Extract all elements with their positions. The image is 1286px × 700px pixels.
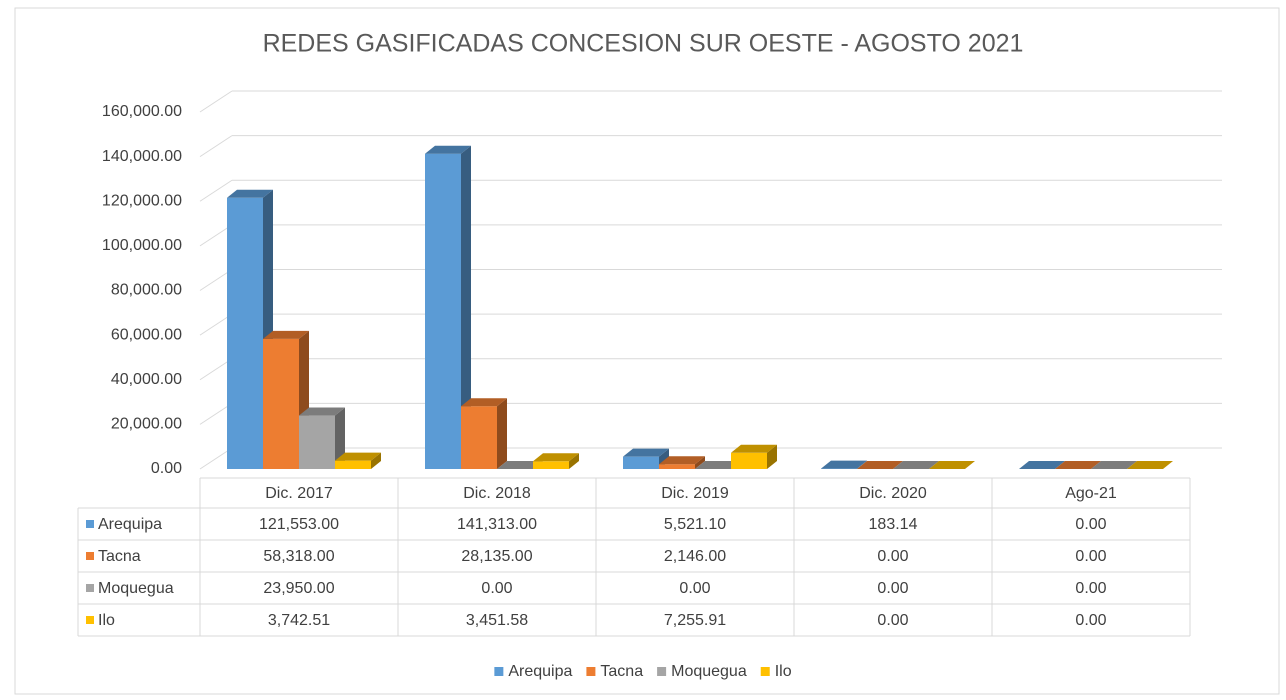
legend-label: Ilo [775,663,792,680]
table-cell: 23,950.00 [263,580,334,597]
table-header: Dic. 2019 [661,485,729,502]
table-row-label: Arequipa [98,516,162,533]
table-cell: 0.00 [1075,548,1106,565]
table-header: Dic. 2017 [265,485,333,502]
bar-front [533,461,569,469]
table-legend-key [86,552,94,560]
table-header: Dic. 2018 [463,485,531,502]
table-cell: 0.00 [877,580,908,597]
table-cell: 0.00 [481,580,512,597]
table-cell: 0.00 [1075,612,1106,629]
table-cell: 0.00 [1075,580,1106,597]
y-tick-label: 140,000.00 [102,148,182,165]
table-cell: 58,318.00 [263,548,334,565]
bar-front [335,461,371,469]
table-cell: 5,521.10 [664,516,726,533]
table-cell: 183.14 [869,516,918,533]
y-tick-label: 80,000.00 [111,282,182,299]
table-header: Dic. 2020 [859,485,927,502]
table-cell: 0.00 [877,548,908,565]
table-cell: 141,313.00 [457,516,537,533]
table-cell: 0.00 [679,580,710,597]
legend-label: Moquegua [671,663,747,680]
table-cell: 0.00 [877,612,908,629]
table-row-label: Tacna [98,548,141,565]
legend-key [657,667,666,676]
y-tick-label: 20,000.00 [111,416,182,433]
y-tick-label: 100,000.00 [102,237,182,254]
bar-front [623,457,659,469]
table-header: Ago-21 [1065,485,1117,502]
table-legend-key [86,520,94,528]
bar-front [659,464,695,469]
table-cell: 0.00 [1075,516,1106,533]
table-cell: 7,255.91 [664,612,726,629]
legend-key [586,667,595,676]
bar-front [731,453,767,469]
table-cell: 3,742.51 [268,612,330,629]
table-legend-key [86,616,94,624]
table-row-label: Ilo [98,612,115,629]
bar-front [461,406,497,469]
bar-front [227,198,263,469]
legend-label: Arequipa [508,663,572,680]
legend-key [494,667,503,676]
y-tick-label: 60,000.00 [111,326,182,343]
legend-key [761,667,770,676]
table-cell: 3,451.58 [466,612,528,629]
table-cell: 121,553.00 [259,516,339,533]
y-tick-label: 160,000.00 [102,103,182,120]
bar-side [497,398,507,469]
bar-front [299,416,335,469]
table-legend-key [86,584,94,592]
table-cell: 2,146.00 [664,548,726,565]
chart-title: REDES GASIFICADAS CONCESION SUR OESTE - … [263,30,1024,58]
table-cell: 28,135.00 [461,548,532,565]
legend-label: Tacna [600,663,643,680]
y-tick-label: 0.00 [151,460,182,477]
table-row-label: Moquegua [98,580,174,597]
y-tick-label: 120,000.00 [102,192,182,209]
bar-front [263,339,299,469]
y-tick-label: 40,000.00 [111,371,182,388]
bar-front [425,154,461,469]
